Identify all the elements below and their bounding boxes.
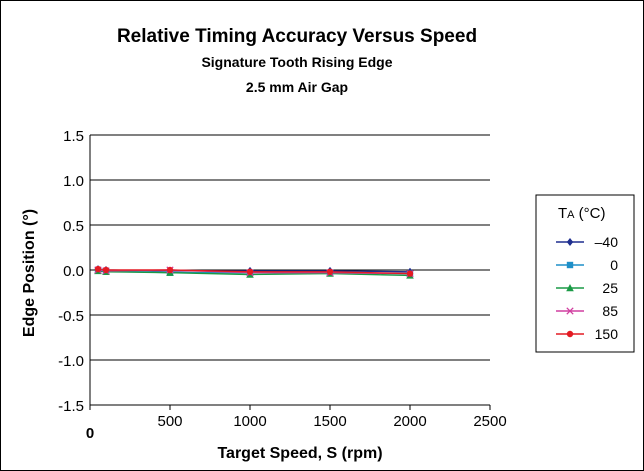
legend-label-0: –40 xyxy=(595,234,619,250)
chart-subtitle-1: Signature Tooth Rising Edge xyxy=(201,54,392,70)
legend-marker-0 xyxy=(566,238,574,246)
legend-title: TA (°C) xyxy=(558,205,606,222)
y-tick-label-2: 0.5 xyxy=(63,218,84,235)
x-tick-label-2: 1000 xyxy=(233,413,266,430)
x-axis-label: Target Speed, S (rpm) xyxy=(217,445,382,462)
x-tick-label-1: 500 xyxy=(157,413,182,430)
series-4-point-0 xyxy=(94,265,102,273)
series-4-point-2 xyxy=(166,266,174,274)
y-tick-label-1: 1.0 xyxy=(63,173,84,190)
legend-marker-2 xyxy=(566,284,574,292)
chart-title: Relative Timing Accuracy Versus Speed xyxy=(117,26,477,47)
legend-label-2: 25 xyxy=(602,280,618,296)
legend-title-rest: (°C) xyxy=(575,205,606,222)
series-4-point-5 xyxy=(406,270,414,277)
legend: TA (°C) –40 0 25 85 150 xyxy=(535,194,635,353)
x-tick-label-0: 0 xyxy=(86,425,94,442)
legend-marker-3-stroke-b xyxy=(566,307,574,315)
legend-title-main: T xyxy=(558,205,567,222)
legend-items: –40 0 25 85 150 xyxy=(556,234,618,342)
chart-subtitle-2: 2.5 mm Air Gap xyxy=(246,79,348,95)
legend-marker-3 xyxy=(566,307,574,315)
y-tick-label-6: -1.5 xyxy=(58,398,84,415)
x-tick-label-4: 2000 xyxy=(393,413,426,430)
legend-label-1: 0 xyxy=(610,257,618,273)
series-4-point-1 xyxy=(102,266,110,274)
legend-label-3: 85 xyxy=(602,303,618,319)
legend-marker-1 xyxy=(566,261,574,269)
legend-label-4: 150 xyxy=(595,326,619,342)
y-tick-labels: 1.5 1.0 0.5 0.0 -0.5 -1.0 -1.5 xyxy=(58,128,84,415)
y-tick-label-5: -1.0 xyxy=(58,353,84,370)
y-tick-label-4: -0.5 xyxy=(58,308,84,325)
y-tick-label-0: 1.5 xyxy=(63,128,84,145)
legend-box xyxy=(535,194,635,353)
series-4-point-3 xyxy=(246,268,254,275)
series-4-point-4 xyxy=(326,268,334,275)
y-tick-label-3: 0.0 xyxy=(63,263,84,280)
data-series xyxy=(94,265,414,279)
x-tick-label-3: 1500 xyxy=(313,413,346,430)
axes xyxy=(89,135,491,410)
legend-marker-4 xyxy=(566,330,574,338)
x-tick-labels: 0 500 1000 1500 2000 2500 xyxy=(86,413,507,442)
legend-title-sub: A xyxy=(567,209,575,221)
x-tick-label-5: 2500 xyxy=(473,413,506,430)
y-axis-label: Edge Position (°) xyxy=(21,209,38,337)
